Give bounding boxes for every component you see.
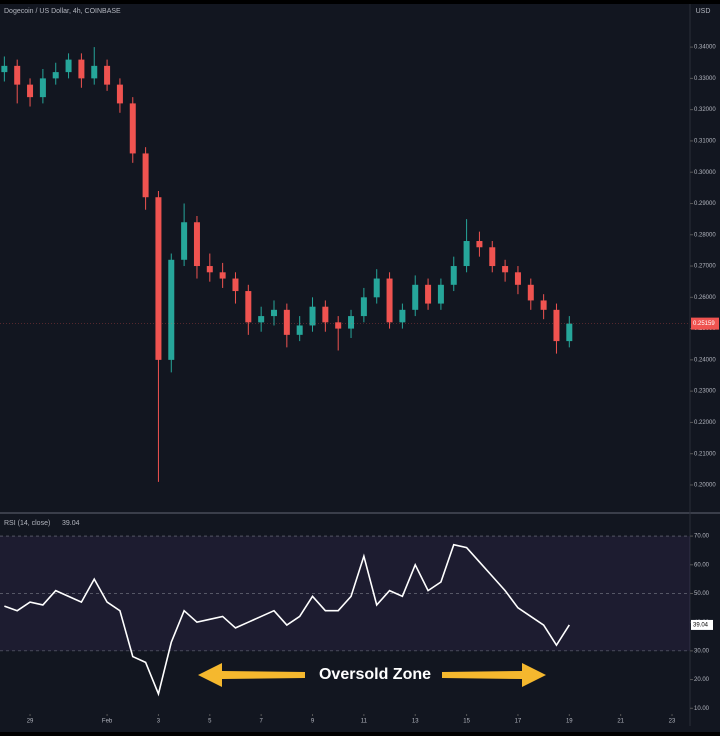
y-tick-label: 0.30000	[694, 170, 716, 176]
y-tick-label: 0.29000	[694, 201, 716, 207]
x-tick-label: 3	[157, 719, 161, 725]
candle-body	[168, 259, 175, 360]
x-tick-label: 7	[259, 719, 263, 725]
y-tick-label: 0.24000	[694, 357, 716, 363]
x-tick-label: 23	[669, 719, 676, 725]
x-tick-label: 29	[27, 719, 34, 725]
y-tick-label: 70.00	[694, 534, 710, 540]
candle-body	[14, 65, 21, 85]
x-tick-label: 19	[566, 719, 573, 725]
candle-body	[1, 65, 8, 73]
candle-body	[245, 291, 252, 323]
y-tick-label: 50.00	[694, 591, 710, 597]
candle-body	[553, 309, 560, 342]
y-tick-label: 60.00	[694, 562, 710, 568]
currency: USD	[696, 8, 711, 15]
x-tick-label: 17	[515, 719, 522, 725]
candle-body	[437, 284, 444, 304]
x-tick-label: 13	[412, 719, 419, 725]
rsi-value-label: 39.04	[693, 623, 709, 629]
x-tick-label: 21	[617, 719, 624, 725]
y-tick-label: 0.22000	[694, 420, 716, 426]
candle-body	[27, 84, 34, 98]
candle-body	[348, 316, 355, 329]
candle-body	[116, 84, 123, 104]
candle-body	[476, 241, 483, 248]
rsi-value-tag	[691, 619, 713, 630]
candle-body	[270, 309, 277, 317]
candle-body	[463, 241, 470, 267]
candle-body	[502, 266, 509, 273]
y-tick-label: 0.32000	[694, 107, 716, 113]
last-price-tag	[691, 317, 719, 330]
last-price-label: 0.25159	[693, 321, 715, 327]
y-tick-label: 0.33000	[694, 76, 716, 82]
x-tick-label: Feb	[102, 719, 113, 725]
candle-body	[335, 322, 342, 329]
rsi-value: 39.04	[62, 520, 80, 527]
y-tick-label: 0.34000	[694, 45, 716, 51]
y-tick-label: 0.21000	[694, 451, 716, 457]
y-tick-label: 0.27000	[694, 264, 716, 270]
candle-body	[399, 309, 406, 323]
candle-body	[258, 316, 265, 323]
candle-body	[181, 222, 188, 260]
arrow-right	[442, 663, 546, 687]
x-tick-label: 11	[361, 719, 368, 725]
x-tick-label: 9	[311, 719, 315, 725]
y-tick-label: 0.28000	[694, 232, 716, 238]
candle-body	[360, 297, 367, 317]
candle-body	[527, 284, 534, 301]
candle-body	[104, 65, 111, 85]
x-tick-label: 5	[208, 719, 212, 725]
candle-body	[373, 278, 380, 298]
candle-body	[91, 65, 98, 79]
candle-body	[412, 284, 419, 310]
candle-body	[566, 323, 573, 342]
candle-body	[206, 266, 213, 273]
y-tick-label: 0.26000	[694, 295, 716, 301]
candle-body	[129, 103, 136, 154]
arrow-left	[198, 663, 305, 687]
y-tick-label: 0.31000	[694, 139, 716, 145]
candle-body	[193, 222, 200, 267]
candle-body	[219, 272, 226, 279]
candle-body	[155, 197, 162, 360]
candle-body	[65, 59, 72, 73]
candle-body	[514, 272, 521, 285]
candle-body	[322, 306, 329, 323]
y-tick-label: 20.00	[694, 677, 710, 683]
candle-body	[425, 284, 432, 304]
candle-body	[450, 266, 457, 285]
chart-title: Dogecoin / US Dollar, 4h, COINBASE	[4, 8, 121, 15]
y-tick-label: 30.00	[694, 648, 710, 654]
y-tick-label: 0.23000	[694, 389, 716, 395]
rsi-line	[4, 543, 570, 697]
rsi-title: RSI (14, close)	[4, 520, 50, 527]
y-tick-label: 0.20000	[694, 483, 716, 489]
candle-body	[232, 278, 239, 292]
candle-body	[142, 153, 149, 198]
candle-body	[52, 72, 59, 79]
candle-body	[386, 278, 393, 323]
annotation: Oversold Zone	[319, 666, 431, 683]
candle-body	[39, 78, 46, 98]
candle-body	[309, 306, 316, 326]
candle-body	[283, 309, 290, 335]
candle-body	[296, 325, 303, 335]
x-tick-label: 15	[463, 719, 470, 725]
candle-body	[540, 300, 547, 310]
candle-body	[489, 247, 496, 267]
candle-body	[78, 59, 85, 79]
y-tick-label: 10.00	[694, 706, 710, 712]
